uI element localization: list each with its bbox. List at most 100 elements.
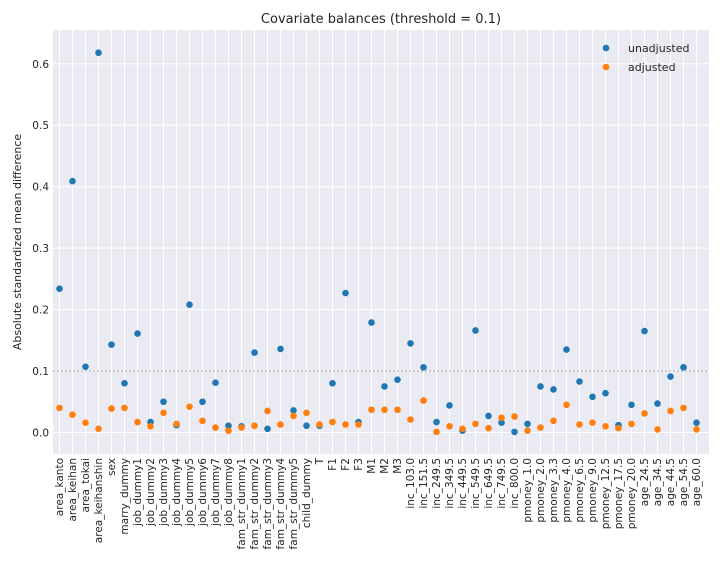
x-tick-label: job_dummy8 (223, 458, 235, 527)
legend-marker-adjusted (602, 63, 610, 71)
x-tick-label: marry_dummy (119, 458, 131, 535)
point-unadjusted-pmoney_4.0 (563, 346, 570, 353)
y-tick-label: 0.3 (32, 243, 49, 255)
point-adjusted-T (316, 421, 323, 428)
x-tick-label: job_dummy3 (158, 458, 170, 527)
point-unadjusted-pmoney_3.3 (550, 386, 557, 393)
x-tick-label: T (314, 457, 326, 465)
point-adjusted-child_dummy (303, 409, 310, 417)
point-adjusted-F3 (355, 421, 362, 428)
x-tick-label: job_dummy4 (171, 458, 183, 527)
point-adjusted-M2 (381, 406, 388, 414)
x-tick-label: area_tokai (80, 458, 92, 512)
point-unadjusted-age_34.5 (654, 400, 661, 407)
point-adjusted-area_kanto (56, 404, 63, 412)
point-adjusted-area_keihan (69, 411, 76, 418)
point-unadjusted-M3 (394, 376, 401, 383)
point-adjusted-pmoney_6.5 (576, 421, 583, 428)
point-adjusted-F1 (329, 418, 336, 426)
point-unadjusted-job_dummy5 (186, 301, 193, 308)
x-tick-label: F3 (353, 458, 365, 471)
x-tick-label: job_dummy5 (184, 458, 196, 527)
plot-area (53, 30, 709, 454)
x-tick-label: age_44.5 (665, 458, 677, 506)
x-tick-label: pmoney_2.0 (535, 458, 547, 523)
x-tick-label: age_54.5 (678, 458, 690, 506)
x-tick-label: child_dummy (301, 458, 313, 528)
x-tick-label: job_dummy6 (197, 458, 209, 527)
x-tick-label: inc_749.5 (496, 458, 508, 509)
point-adjusted-age_34.5 (654, 426, 661, 433)
point-unadjusted-sex (108, 341, 115, 348)
x-tick-label: fam_str_dummy1 (236, 458, 248, 549)
x-tick-label: inc_151.5 (418, 458, 430, 509)
x-tick-label: area_kanto (54, 458, 66, 516)
y-tick-label: 0.0 (32, 427, 49, 439)
point-unadjusted-F1 (329, 380, 336, 387)
point-unadjusted-age_44.5 (667, 373, 674, 380)
y-axis-ticks: 0.0 0.1 0.2 0.3 0.4 0.5 0.6 (32, 59, 49, 440)
point-adjusted-fam_str_dummy1 (238, 424, 245, 431)
point-adjusted-inc_449.5 (459, 425, 466, 433)
point-adjusted-job_dummy4 (173, 420, 180, 428)
y-tick-label: 0.4 (32, 182, 49, 194)
point-adjusted-inc_749.5 (498, 414, 505, 422)
point-adjusted-fam_str_dummy4 (277, 421, 284, 428)
x-tick-label: fam_str_dummy2 (249, 458, 261, 549)
y-tick-label: 0.1 (32, 366, 49, 378)
x-tick-label: inc_800.0 (509, 458, 521, 509)
point-unadjusted-fam_str_dummy3 (264, 425, 271, 433)
point-unadjusted-pmoney_6.5 (576, 378, 583, 385)
point-unadjusted-inc_649.5 (485, 412, 492, 420)
point-unadjusted-age_54.5 (680, 364, 687, 371)
point-unadjusted-age_60.0 (693, 419, 700, 426)
grid-lines (53, 30, 709, 454)
point-unadjusted-job_dummy7 (212, 379, 219, 387)
point-unadjusted-pmoney_20.0 (628, 401, 635, 409)
x-tick-label: job_dummy1 (132, 458, 144, 527)
point-adjusted-F2 (342, 421, 349, 428)
point-unadjusted-inc_151.5 (420, 364, 427, 371)
x-tick-label: job_dummy7 (210, 458, 222, 527)
point-unadjusted-area_keihan (69, 177, 76, 185)
point-adjusted-sex (108, 405, 115, 412)
point-adjusted-job_dummy6 (199, 417, 206, 425)
point-unadjusted-job_dummy6 (199, 398, 206, 406)
point-unadjusted-inc_103.0 (407, 340, 414, 347)
point-adjusted-pmoney_3.3 (550, 417, 557, 425)
x-tick-label: fam_str_dummy5 (288, 458, 300, 549)
point-unadjusted-inc_349.5 (446, 402, 453, 409)
legend: unadjusted adjusted (602, 42, 690, 74)
point-adjusted-inc_249.5 (433, 428, 440, 436)
x-tick-label: fam_str_dummy3 (262, 458, 274, 549)
x-tick-label: inc_103.0 (405, 458, 417, 509)
point-adjusted-inc_349.5 (446, 423, 453, 430)
x-tick-label: inc_549.5 (470, 458, 482, 509)
x-tick-label: age_24.5 (639, 458, 651, 506)
point-unadjusted-M2 (381, 383, 388, 390)
point-adjusted-job_dummy3 (160, 409, 167, 417)
point-adjusted-marry_dummy (121, 404, 128, 412)
y-tick-label: 0.5 (32, 120, 49, 132)
point-adjusted-age_60.0 (693, 426, 700, 433)
x-tick-label: pmoney_12.5 (600, 458, 612, 529)
point-unadjusted-job_dummy8 (225, 422, 232, 430)
point-adjusted-job_dummy8 (225, 427, 232, 434)
point-adjusted-fam_str_dummy2 (251, 422, 258, 430)
point-unadjusted-fam_str_dummy5 (290, 407, 297, 414)
x-tick-label: inc_349.5 (444, 458, 456, 509)
point-unadjusted-inc_749.5 (498, 419, 505, 426)
x-tick-label: M3 (392, 458, 404, 474)
x-tick-label: inc_249.5 (431, 458, 443, 509)
x-tick-label: area_keihan (67, 458, 79, 522)
legend-marker-unadjusted (602, 44, 610, 52)
point-adjusted-pmoney_20.0 (628, 420, 635, 428)
point-unadjusted-job_dummy1 (134, 330, 141, 337)
point-unadjusted-inc_549.5 (472, 327, 479, 334)
x-tick-label: inc_449.5 (457, 458, 469, 509)
x-axis-ticks: area_kanto area_keihan area_tokai area_keih… (54, 457, 703, 549)
x-tick-label: sex (106, 458, 118, 476)
point-unadjusted-pmoney_1.0 (524, 420, 531, 428)
